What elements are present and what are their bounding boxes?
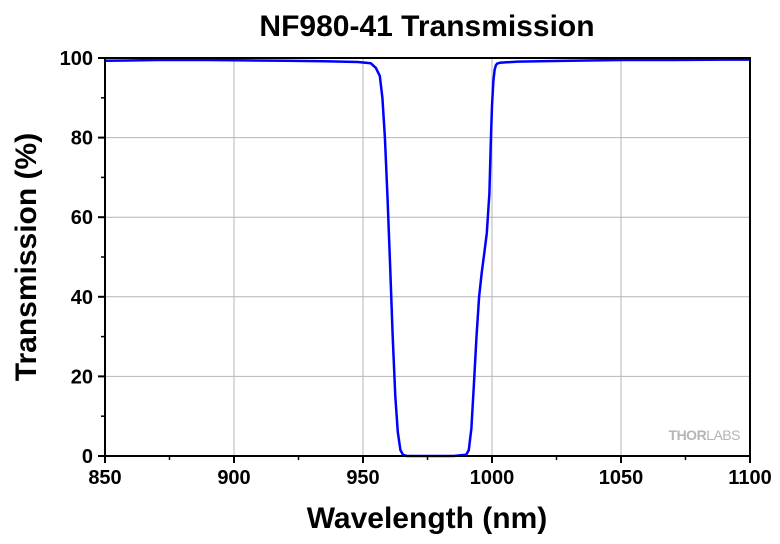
x-tick-label: 900: [217, 467, 250, 489]
tick-labels: 850 900 950 1000 1050 1100 0 20 40 60 80 100: [60, 48, 772, 489]
y-tick-label: 20: [71, 366, 93, 388]
y-tick-label: 100: [60, 48, 93, 70]
watermark-bold: THOR: [669, 427, 707, 443]
plot-border: [104, 57, 751, 457]
y-tick-label: 0: [82, 446, 93, 468]
y-axis-label: Transmission (%): [10, 133, 43, 381]
y-tick-label: 40: [71, 287, 93, 309]
plot-area: [105, 58, 750, 456]
axis-ticks: [98, 57, 751, 463]
x-tick-label: 1100: [728, 467, 771, 489]
x-tick-label: 850: [88, 467, 121, 489]
chart-title: NF980-41 Transmission: [259, 10, 594, 43]
y-tick-label: 80: [71, 128, 93, 150]
watermark-light: LABS: [706, 427, 740, 443]
watermark: THORLABS: [669, 427, 741, 443]
x-tick-label: 1050: [599, 467, 644, 489]
x-tick-label: 950: [346, 467, 379, 489]
y-tick-label: 60: [71, 207, 93, 229]
x-tick-label: 1000: [470, 467, 515, 489]
x-axis-label: Wavelength (nm): [307, 502, 548, 535]
